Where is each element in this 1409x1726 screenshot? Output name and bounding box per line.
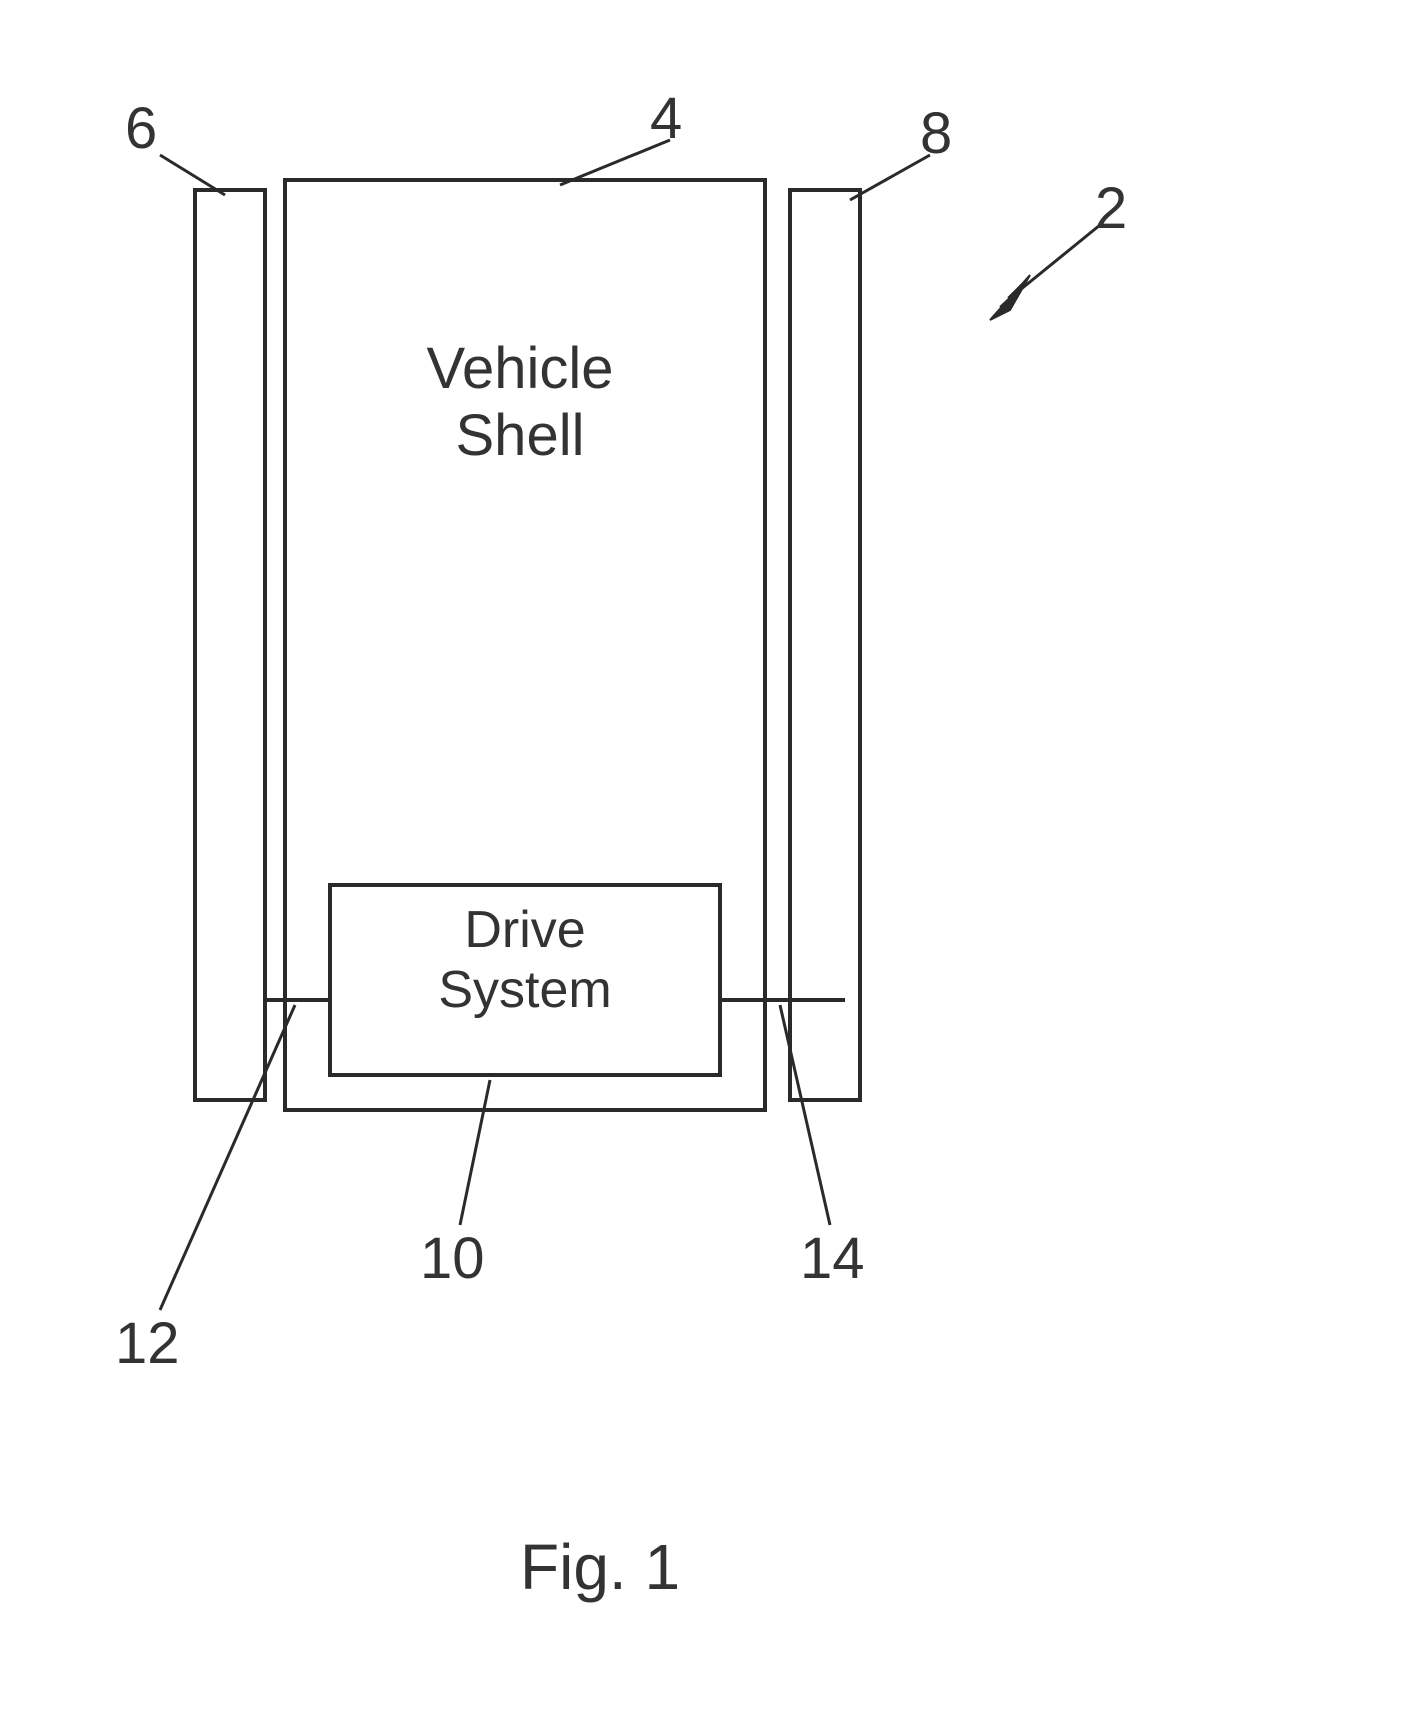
right-track-rect	[790, 190, 860, 1100]
vehicle-shell-label: Vehicle Shell	[380, 335, 660, 469]
ref-label-2: 2	[1095, 175, 1127, 242]
leader-line-14	[780, 1005, 830, 1225]
leader-line-6	[160, 155, 225, 195]
ref-label-6: 6	[125, 95, 157, 162]
drive-system-label: Drive System	[395, 900, 655, 1020]
ref-label-8: 8	[920, 100, 952, 167]
ref-label-14: 14	[800, 1225, 865, 1292]
figure-caption: Fig. 1	[520, 1530, 680, 1604]
leader-line-10	[460, 1080, 490, 1225]
vehicle-shell-label-line2: Shell	[380, 402, 660, 469]
vehicle-shell-label-line1: Vehicle	[380, 335, 660, 402]
ref-label-4: 4	[650, 85, 682, 152]
leader-line-8	[850, 155, 930, 200]
left-track-rect	[195, 190, 265, 1100]
diagram-svg	[0, 0, 1409, 1726]
ref-label-12: 12	[115, 1310, 180, 1377]
ref-label-10: 10	[420, 1225, 485, 1292]
leader-line-12	[160, 1005, 295, 1310]
drive-system-label-line1: Drive	[395, 900, 655, 960]
leader-line-2	[1020, 225, 1100, 290]
figure-container: 4 6 8 2 10 12 14 Vehicle Shell Drive Sys…	[0, 0, 1409, 1726]
drive-system-label-line2: System	[395, 960, 655, 1020]
